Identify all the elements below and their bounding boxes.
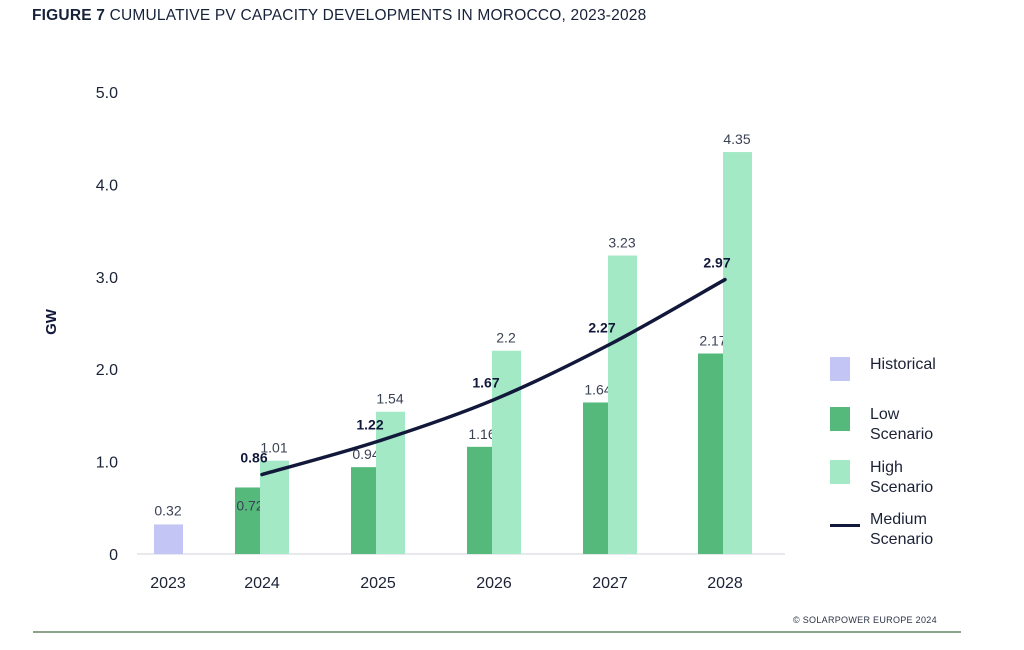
bar-low-scenario: [235, 487, 264, 554]
data-label-low: 0.72: [236, 497, 263, 513]
x-tick-label: 2023: [150, 575, 186, 592]
y-tick-label: 1.0: [96, 455, 118, 472]
bar-high-scenario: [723, 152, 752, 554]
legend-swatch-high: [830, 460, 850, 484]
bar-high-scenario: [608, 255, 637, 554]
footer-rule: [33, 631, 961, 633]
legend-label-low: Low Scenario: [870, 406, 934, 443]
data-label-high: 2.2: [496, 330, 516, 346]
x-tick-label: 2027: [592, 575, 628, 592]
x-tick-label: 2026: [476, 575, 512, 592]
figure-title-text: CUMULATIVE PV CAPACITY DEVELOPMENTS IN M…: [109, 7, 647, 24]
source-credit: © SOLARPOWER EUROPE 2024: [793, 615, 937, 625]
legend-swatch-historical: [830, 357, 850, 381]
bar-low-scenario: [351, 467, 380, 554]
data-label-medium: 1.22: [356, 416, 383, 432]
legend-label-medium: Medium Scenario: [870, 511, 934, 548]
x-tick-label: 2024: [244, 575, 280, 592]
data-label-low: 2.17: [699, 332, 726, 348]
legend-label-high: High Scenario: [870, 459, 934, 496]
figure-title: FIGURE 7 CUMULATIVE PV CAPACITY DEVELOPM…: [32, 7, 646, 25]
bar-high-scenario: [492, 350, 521, 554]
data-label-high: 4.35: [723, 131, 750, 147]
bar-low-scenario: [467, 446, 496, 554]
data-label-high: 1.01: [260, 440, 287, 456]
legend-item-high: High Scenario: [830, 458, 960, 498]
y-tick-label: 0: [109, 547, 118, 564]
data-label-high: 1.54: [376, 391, 403, 407]
legend-item-low: Low Scenario: [830, 405, 960, 445]
bar-low-scenario: [583, 402, 612, 554]
x-tick-label: 2028: [707, 575, 743, 592]
legend-line-medium: [830, 524, 860, 527]
medium-scenario-line: [260, 277, 727, 477]
legend-item-historical: Historical: [830, 355, 960, 381]
data-label-high: 3.23: [608, 235, 635, 251]
y-tick-label: 2.0: [96, 362, 118, 379]
bar-high-scenario: [260, 460, 289, 554]
data-label-low: 1.64: [584, 381, 611, 397]
y-tick-label: 5.0: [96, 85, 118, 102]
data-label-medium: 2.97: [703, 255, 730, 271]
bar-low-scenario: [698, 353, 727, 554]
legend-swatch-low: [830, 407, 850, 431]
data-label-historical: 0.32: [154, 502, 181, 518]
y-tick-label: 3.0: [96, 270, 118, 287]
data-label-low: 0.94: [352, 446, 379, 462]
bar-historical: [154, 524, 183, 554]
data-label-low: 1.16: [468, 426, 495, 442]
legend-label-historical: Historical: [870, 356, 936, 373]
y-tick-label: 4.0: [96, 177, 118, 194]
legend-item-medium: Medium Scenario: [830, 510, 960, 550]
y-axis-label: GW: [43, 308, 60, 335]
figure-number: FIGURE 7: [32, 7, 106, 24]
x-tick-label: 2025: [360, 575, 396, 592]
data-label-medium: 2.27: [588, 319, 615, 335]
data-label-medium: 1.67: [472, 375, 499, 391]
data-label-medium: 0.86: [240, 450, 267, 466]
